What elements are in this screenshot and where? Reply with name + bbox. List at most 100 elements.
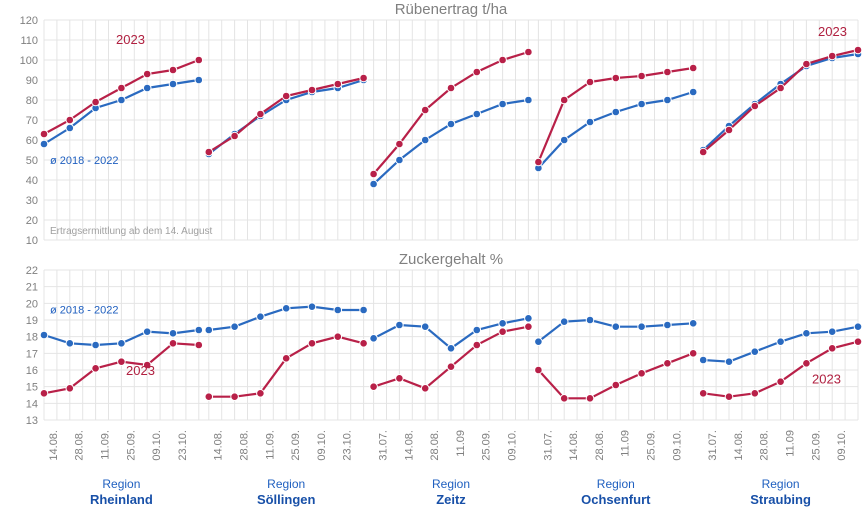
series-marker [447,120,455,128]
series-marker [231,393,239,401]
region-name: Zeitz [436,492,466,507]
series-marker [257,110,265,118]
xtick: 23.10. [177,430,189,461]
series-marker [66,116,74,124]
xtick: 31.07. [707,430,719,461]
series-marker [560,395,568,403]
series-marker [169,66,177,74]
series-marker [699,148,707,156]
legend-current-top-right: 2023 [818,24,847,39]
xtick: 25.09. [290,430,302,461]
xtick: 25.09. [125,430,137,461]
series-marker [308,86,316,94]
series-marker [195,56,203,64]
xtick: 09.10. [507,430,519,461]
series-marker [560,96,568,104]
series-marker [195,76,203,84]
series-marker [473,341,481,349]
xtick: 28.08. [74,430,86,461]
series-marker [118,84,126,92]
series-marker [777,378,785,386]
series-marker [638,72,646,80]
series-marker [205,393,213,401]
series-marker [169,330,177,338]
xtick: 31.07. [542,430,554,461]
ytick-bot: 18 [26,332,38,344]
ytick-top: 80 [26,95,38,107]
series-marker [751,102,759,110]
series-marker [612,74,620,82]
series-marker [231,132,239,140]
xtick: 14.08. [48,430,60,461]
ytick-top: 100 [20,55,38,67]
region-label: Region [762,477,800,491]
series-marker [828,345,836,353]
title-top: Rübenertrag t/ha [395,1,508,18]
series-marker [143,70,151,78]
legend-current-bot-right: 2023 [812,371,841,386]
series-marker [205,326,213,334]
series-marker [92,98,100,106]
series-marker [396,156,404,164]
series-marker [586,78,594,86]
series-marker [334,306,342,314]
series-marker [751,390,759,398]
series-marker [612,381,620,389]
series-marker [40,390,48,398]
series-marker [854,338,862,346]
series-marker [421,106,429,114]
series-marker [370,335,378,343]
series-marker [612,108,620,116]
xtick: 28.08. [239,430,251,461]
series-marker [725,126,733,134]
region-label: Region [267,477,305,491]
series-marker [282,305,290,313]
series-marker [664,360,672,368]
series-marker [525,48,533,56]
ytick-top: 60 [26,135,38,147]
title-bottom: Zuckergehalt % [399,251,503,268]
ytick-bot: 19 [26,315,38,327]
series-marker [143,84,151,92]
series-marker [586,395,594,403]
series-marker [689,88,697,96]
series-marker [473,110,481,118]
series-marker [360,306,368,314]
series-marker [803,60,811,68]
series-marker [777,84,785,92]
legend-baseline-bot: ø 2018 - 2022 [50,304,119,316]
series-marker [370,180,378,188]
xtick: 09.10. [836,430,848,461]
ytick-top: 50 [26,155,38,167]
ytick-top: 70 [26,115,38,127]
series-marker [638,100,646,108]
region-name: Söllingen [257,492,316,507]
series-marker [525,315,533,323]
series-marker [828,52,836,60]
series-marker [560,318,568,326]
series-marker [689,64,697,72]
series-marker [169,340,177,348]
series-marker [525,323,533,331]
xtick: 14.08. [568,430,580,461]
xtick: 25.09. [481,430,493,461]
series-marker [499,56,507,64]
xtick: 31.07. [378,430,390,461]
series-marker [360,74,368,82]
xtick: 23.10. [342,430,354,461]
series-marker [143,328,151,336]
series-marker [828,328,836,336]
xtick: 09.10. [316,430,328,461]
xtick: 25.09. [810,430,822,461]
series-marker [257,390,265,398]
series-marker [499,100,507,108]
series-marker [396,375,404,383]
series-marker [282,355,290,363]
series-marker [725,393,733,401]
ytick-bot: 20 [26,298,38,310]
series-marker [66,124,74,132]
series-marker [751,348,759,356]
ytick-top: 30 [26,195,38,207]
series-marker [638,323,646,331]
ytick-bot: 22 [26,265,38,277]
